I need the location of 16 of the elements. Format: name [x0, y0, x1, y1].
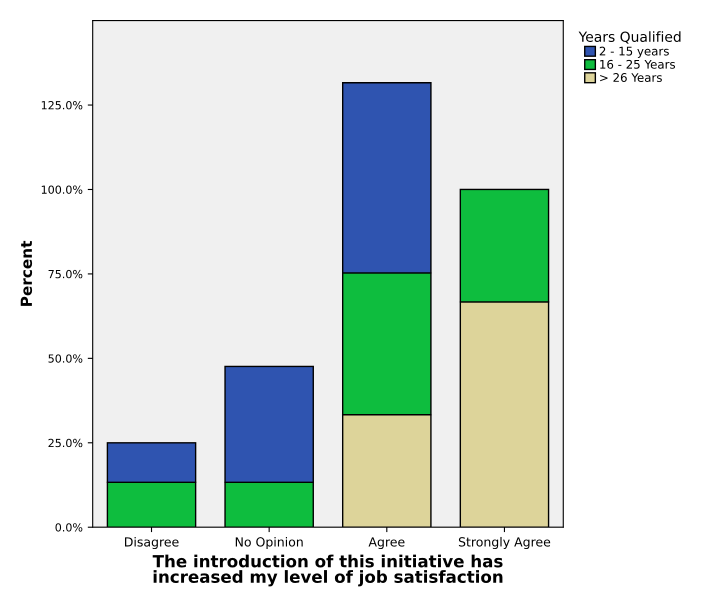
y-tick-label: 125.0% [42, 101, 82, 110]
y-axis-title: Percent [20, 240, 32, 306]
x-tick-label: Agree [368, 537, 404, 550]
y-tick-label: 75.0% [48, 270, 82, 278]
y-tick-label: 0.0% [55, 523, 82, 532]
legend-title: Years Qualified [578, 31, 680, 44]
y-tick-label: 50.0% [48, 354, 82, 363]
legend-label: 2 - 15 years [600, 46, 669, 58]
legend-label: 16 - 25 Years [600, 60, 676, 69]
y-tick-label: 25.0% [48, 438, 82, 448]
x-tick-label: Strongly Agree [458, 536, 550, 550]
x-tick-label: Disagree [125, 536, 179, 550]
x-axis-title: The introduction of this initiative has increased my level of job satisfaction [152, 554, 503, 586]
y-tick-label: 100.0% [42, 185, 82, 194]
x-tick-label: No Opinion [236, 536, 303, 550]
legend-label: > 26 Years [600, 73, 662, 82]
